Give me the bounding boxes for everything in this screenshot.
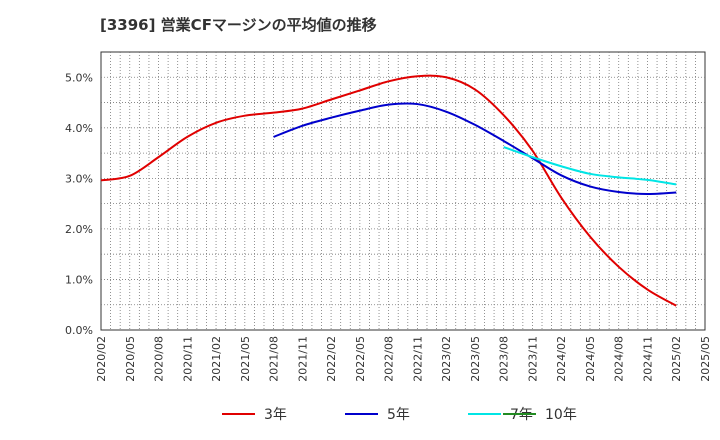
- x-tick-label: 2022/08: [383, 336, 396, 382]
- grid: [101, 52, 705, 330]
- x-tick-label: 2023/08: [498, 336, 511, 382]
- legend-label-1: 3年: [264, 407, 287, 423]
- x-tick-label: 2021/05: [239, 336, 252, 382]
- x-tick-label: 2025/02: [670, 336, 683, 382]
- x-tick-label: 2020/08: [153, 336, 166, 382]
- x-tick-label: 2024/05: [584, 336, 597, 382]
- x-tick-label: 2021/08: [268, 336, 281, 382]
- x-tick-label: 2023/11: [526, 336, 539, 382]
- y-axis: 0.0% 1.0% 2.0% 3.0% 4.0% 5.0%: [65, 71, 93, 337]
- x-tick-label: 2021/11: [296, 336, 309, 382]
- series-line-3: [503, 146, 677, 186]
- x-tick-label: 2025/05: [699, 336, 712, 382]
- series-line-1: [100, 74, 677, 307]
- y-tick-label: 1.0%: [65, 273, 93, 286]
- legend: 3年5年7年10年: [222, 407, 577, 423]
- x-tick-label: 2022/11: [411, 336, 424, 382]
- x-tick-label: 2020/05: [124, 336, 137, 382]
- x-tick-label: 2024/11: [641, 336, 654, 382]
- y-tick-label: 2.0%: [65, 223, 93, 236]
- x-tick-label: 2024/08: [613, 336, 626, 382]
- series-line-2: [273, 102, 677, 196]
- legend-label-4: 10年: [545, 407, 577, 423]
- series-lines: [100, 74, 677, 307]
- x-axis: 2020/02 2020/05 2020/08 2020/11 2021/02 2021/…: [95, 336, 712, 382]
- y-tick-label: 0.0%: [65, 324, 93, 337]
- plot-area: [100, 51, 706, 331]
- x-tick-label: 2024/02: [555, 336, 568, 382]
- y-tick-label: 4.0%: [65, 122, 93, 135]
- y-tick-label: 5.0%: [65, 71, 93, 84]
- x-tick-label: 2022/05: [354, 336, 367, 382]
- y-tick-label: 3.0%: [65, 172, 93, 185]
- x-tick-label: 2020/11: [181, 336, 194, 382]
- x-tick-label: 2023/05: [469, 336, 482, 382]
- chart-title: [3396] 営業CFマージンの平均値の推移: [100, 16, 377, 34]
- x-tick-label: 2020/02: [95, 336, 108, 382]
- x-tick-label: 2021/02: [210, 336, 223, 382]
- legend-label-2: 5年: [387, 407, 410, 423]
- x-tick-label: 2023/02: [440, 336, 453, 382]
- x-tick-label: 2022/02: [325, 336, 338, 382]
